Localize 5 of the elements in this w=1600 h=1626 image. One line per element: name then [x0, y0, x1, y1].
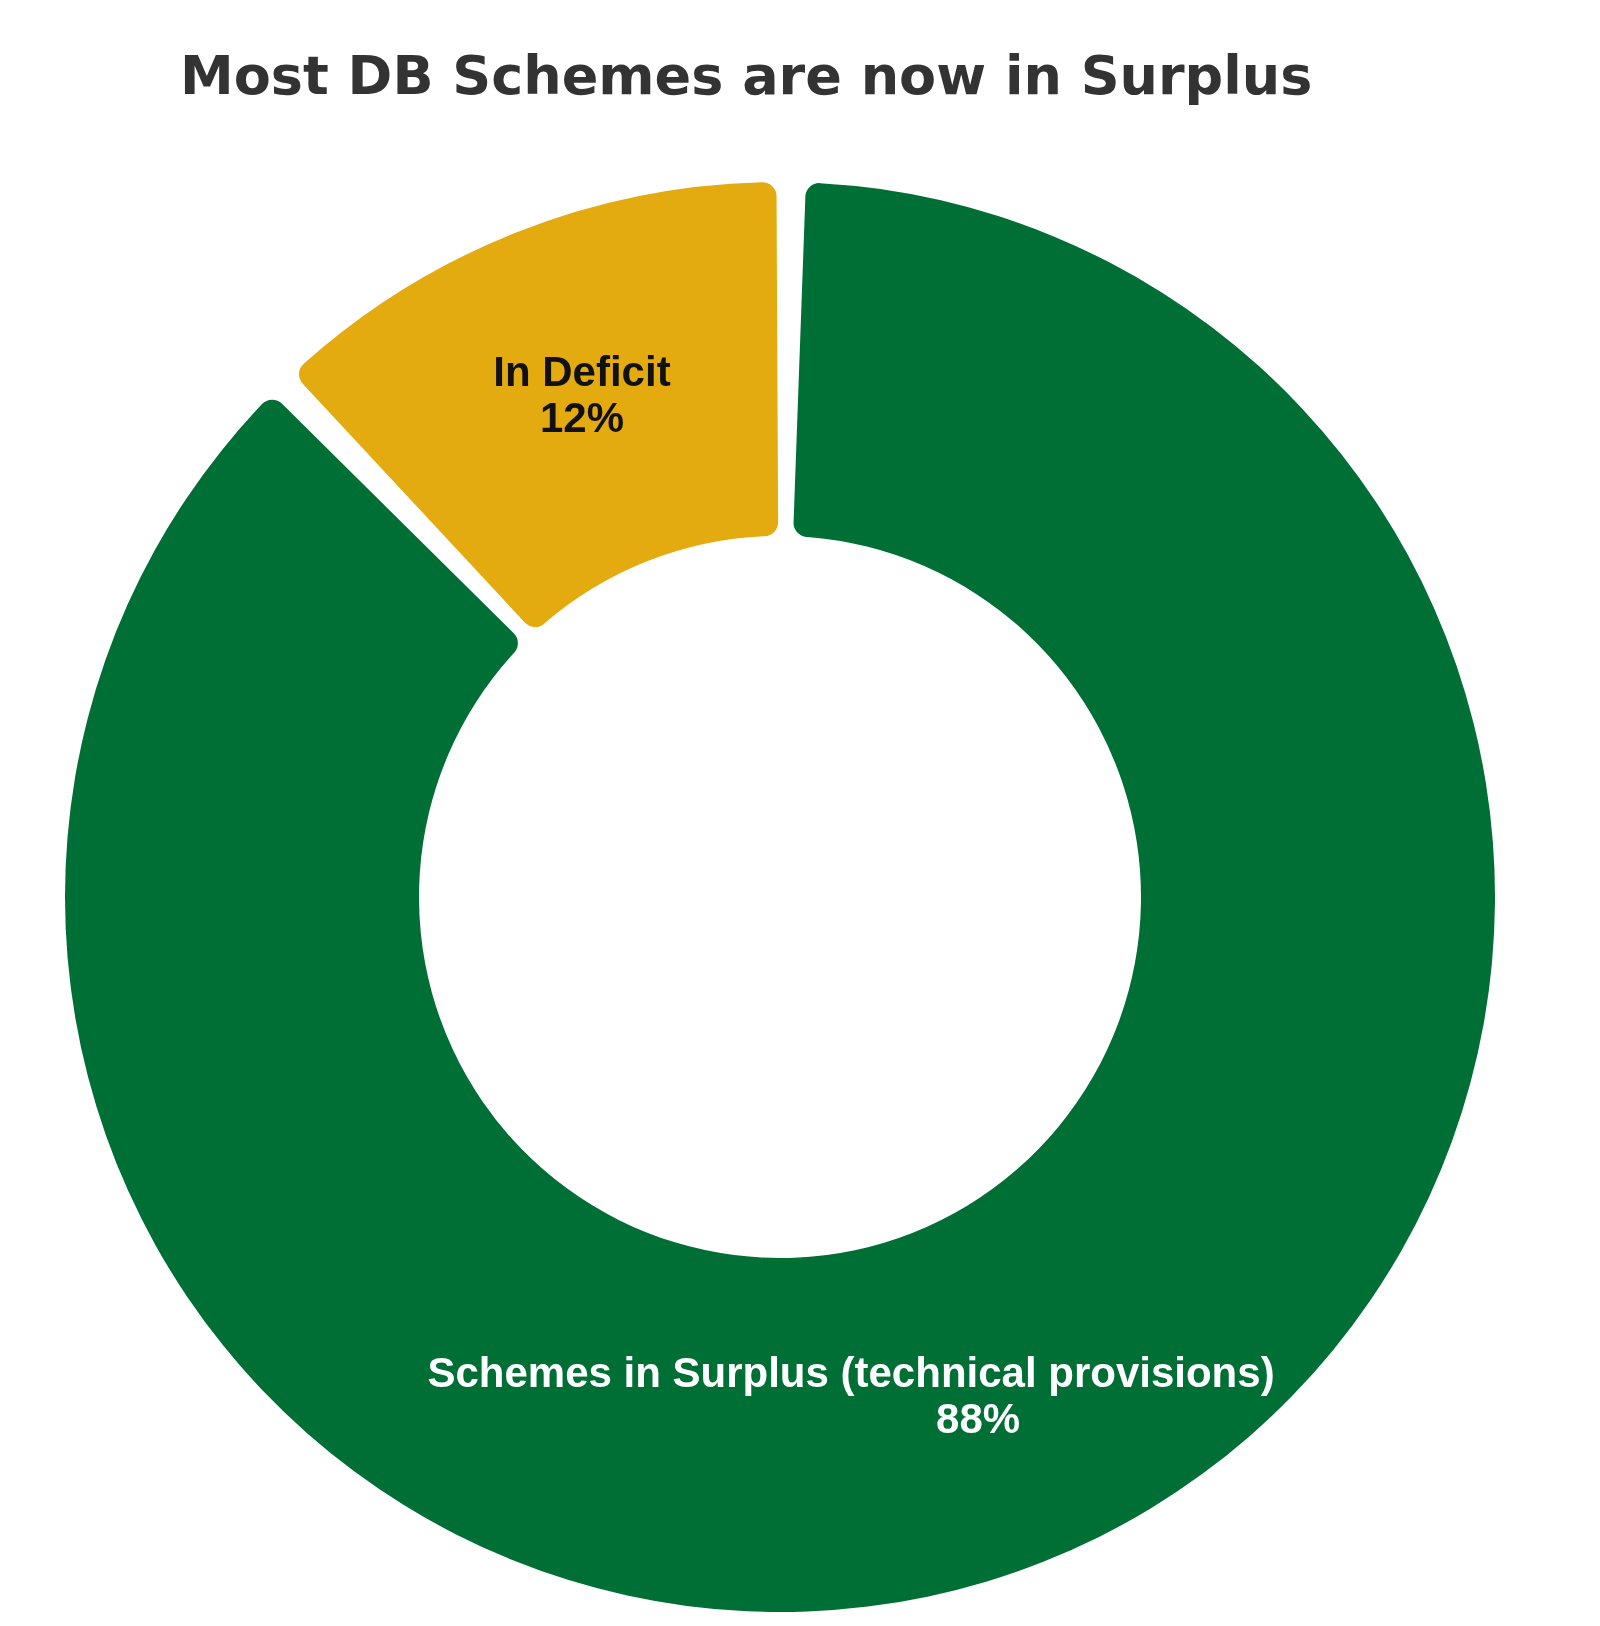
- chart-title: Most DB Schemes are now in Surplus: [179, 43, 1314, 109]
- slice-label: Schemes in Surplus (technical provisions): [427, 1348, 1275, 1396]
- data-label: 88%: [936, 1394, 1021, 1442]
- slice-label: In Deficit: [493, 348, 671, 396]
- data-label: 12%: [539, 394, 624, 442]
